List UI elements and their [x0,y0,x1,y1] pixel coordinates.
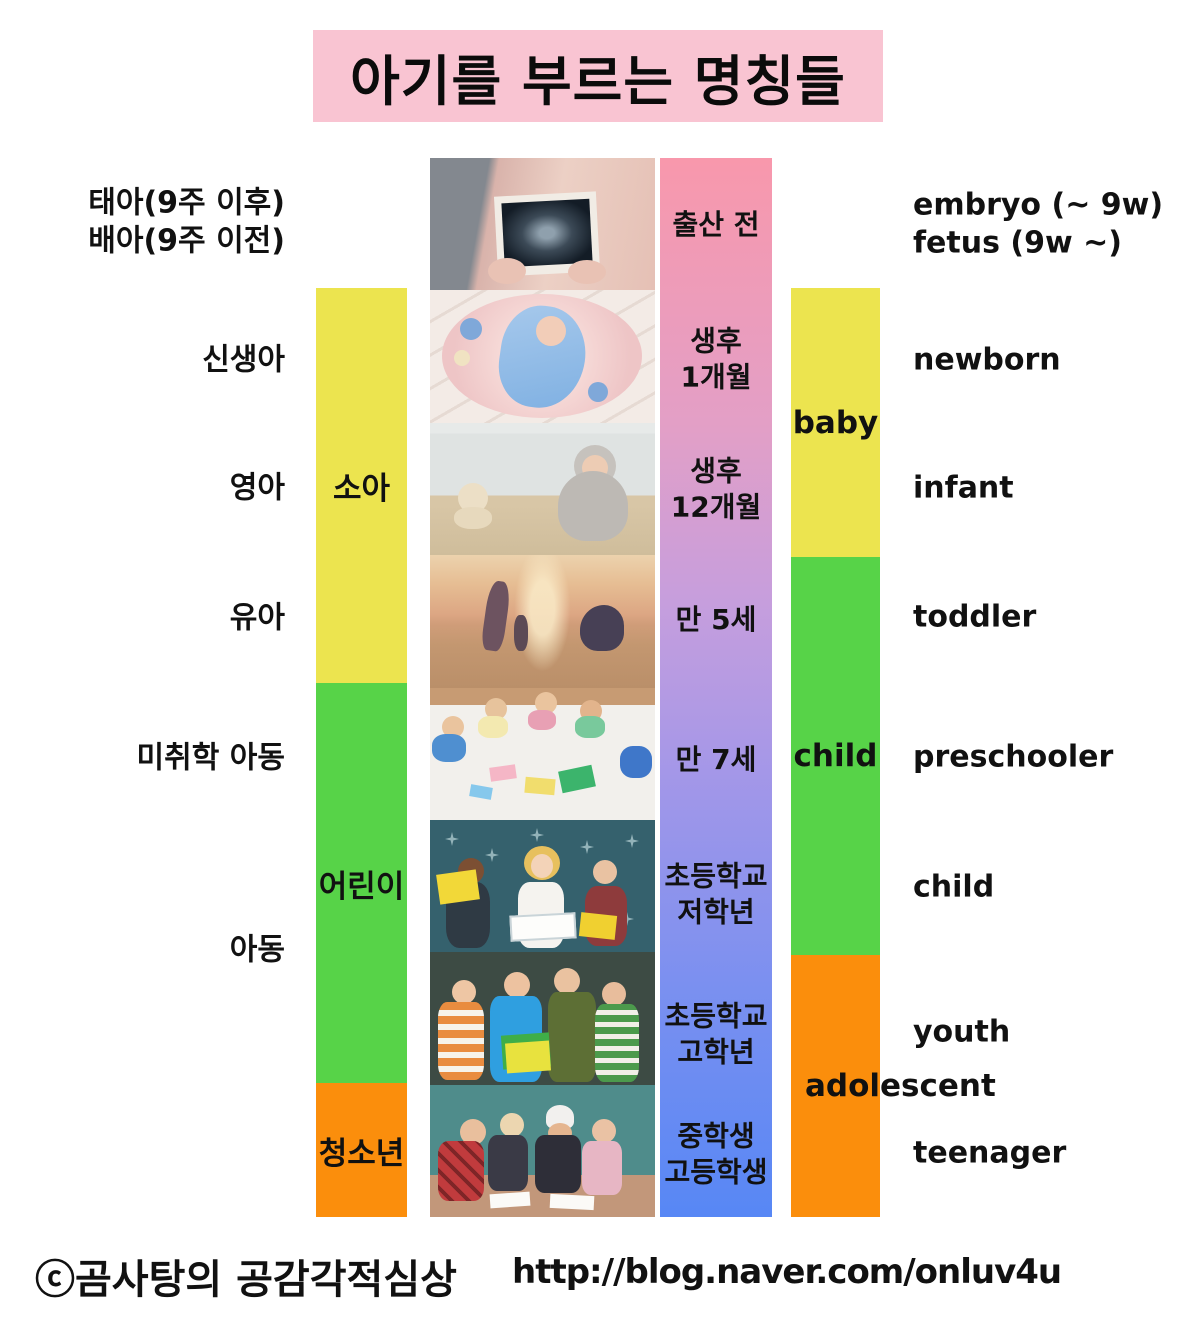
paper-shape [558,764,596,794]
copyright-credit: ⓒ곰사탕의 공감각적심상 [35,1257,457,1303]
photo-newborn-swaddle [430,290,655,423]
photo-pregnant-ultrasound [430,158,655,290]
student-head-shape [592,1119,616,1143]
teen-head-shape [602,982,626,1006]
chalk-star-icon [445,832,459,846]
page-title: 아기를 부르는 명칭들 [350,49,846,113]
teddy-bear-body-shape [454,507,492,529]
flower-shape [460,318,482,340]
timeline-age-7: 만 7세 [675,742,757,776]
teen-head-shape [452,980,476,1004]
teen-torso-shape [595,1004,639,1082]
hand-shape [568,260,606,284]
ultrasound-scan-shape [501,198,593,268]
photo-children-crafts [430,688,655,820]
timeline-age-5: 만 5세 [675,602,757,636]
child-torso-shape [528,710,556,730]
chalk-star-icon [530,828,544,842]
child-torso-shape [432,734,466,762]
child-torso-shape [478,716,508,738]
child-head-shape [485,698,507,720]
child-head-shape [535,692,557,714]
paper-shape [489,1191,531,1209]
blog-url: http://blog.naver.com/onluv4u [512,1252,1062,1292]
title-banner: 아기를 부르는 명칭들 [313,30,883,122]
label-fetus-embryo-kr: 태아(9주 이후) 배아(9주 이전) [88,185,285,259]
student-torso-shape [582,1141,622,1195]
left-bar-soa-label: 소아 [332,471,391,507]
father-silhouette-shape [580,605,624,651]
left-bar-cheongsonyeon-label: 청소년 [318,1135,405,1172]
teen-head-shape [504,972,530,998]
mother-silhouette-shape [480,579,512,653]
student-torso-shape [488,1135,528,1191]
label-newborn-en: newborn [913,342,1061,378]
teen-torso-shape [438,1002,484,1080]
right-bar-baby-label: baby [792,404,879,441]
baby-face-shape [536,316,566,346]
timeline-before-birth: 출산 전 [672,207,760,241]
chalk-star-icon [580,840,594,854]
chalk-star-icon [625,834,639,848]
timeline-elementary-lower: 초등학교 저학년 [664,859,768,929]
child-head-shape [442,716,464,738]
chalk-star-icon [485,848,499,862]
label-preschool-kr: 미취학 아동 [136,740,285,776]
label-child-en: child [913,869,995,905]
label-preschooler-en: preschooler [913,739,1114,775]
flower-shape [588,382,608,402]
label-infant-en: infant [913,470,1014,506]
student-head-shape [460,1119,486,1145]
yellow-book-shape [578,912,618,940]
photo-toddler-beach [430,555,655,688]
timeline-1-month: 생후 1개월 [680,324,752,394]
photo-highschool-study [430,1085,655,1217]
paper-shape [549,1193,595,1211]
paper-shape [524,776,556,796]
label-toddler-en: toddler [913,599,1037,635]
infant-body-shape [558,471,628,541]
flower-shape [454,350,470,366]
age-timeline-bar: 출산 전 생후 1개월 생후 12개월 만 5세 만 7세 초등학교 저학년 초… [660,158,772,1217]
open-book-shape [509,912,577,942]
student-torso-shape [438,1141,484,1201]
left-bar-eorini: 어린이 [316,683,407,1083]
left-bar-soa: 소아 [316,288,407,683]
photo-teen-students [430,952,655,1085]
label-youth-en: youth [913,1014,1011,1050]
reader-head-shape [593,860,617,884]
right-bar-child: child [791,557,880,955]
student-head-shape [500,1113,524,1137]
yellow-notebook-shape [505,1040,551,1074]
yellow-book-shape [436,869,480,905]
label-teenager-en: teenager [913,1135,1067,1171]
right-bar-adolescent-label: adolescent [805,1068,996,1104]
label-toddler-kr: 유아 [229,600,285,636]
label-infant-kr: 영아 [229,470,285,506]
toddler-silhouette-shape [514,615,528,651]
reader-face-shape [531,854,553,878]
right-bar-adolescent: adolescent [791,955,996,1217]
photo-infant-playroom [430,423,655,555]
right-bar-baby: baby [791,288,880,557]
teen-head-shape [554,968,580,994]
hand-shape [488,258,526,284]
teen-torso-shape [548,992,596,1082]
timeline-elementary-upper: 초등학교 고학년 [664,999,768,1069]
paper-shape [489,764,517,782]
label-newborn-kr: 신생아 [202,342,285,378]
paper-shape [469,784,493,800]
student-torso-shape [535,1135,581,1193]
left-bar-eorini-label: 어린이 [318,868,405,905]
timeline-12-months: 생후 12개월 [670,454,762,524]
timeline-middle-high-school: 중학생 고등학생 [664,1119,768,1189]
child-torso-shape [575,716,605,738]
right-bar-child-label: child [793,738,878,774]
child-torso-shape [620,746,652,778]
label-embryo-fetus-en: embryo (~ 9w) fetus (9w ~) [913,187,1164,261]
photo-kids-reading [430,820,655,952]
left-bar-cheongsonyeon: 청소년 [316,1083,407,1217]
label-child-kr: 아동 [229,932,285,968]
